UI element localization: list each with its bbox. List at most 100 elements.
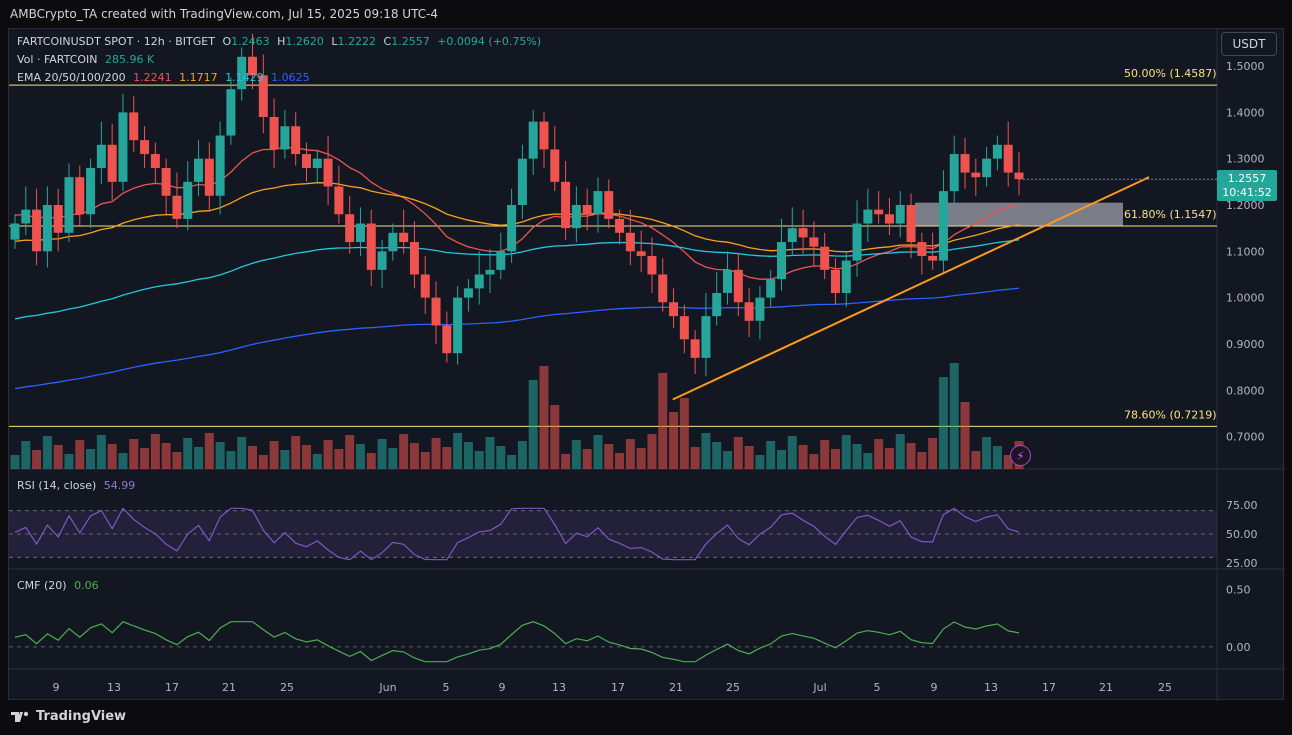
candle-body bbox=[258, 75, 268, 117]
volume-bar bbox=[992, 446, 1002, 469]
volume-bar bbox=[107, 444, 117, 469]
volume-bar bbox=[874, 439, 884, 469]
tradingview-logo-icon bbox=[11, 711, 29, 722]
volume-label[interactable]: Vol · FARTCOIN bbox=[17, 53, 98, 66]
candle-body bbox=[301, 154, 311, 168]
last-price-tag: 1.2557 10:41:52 bbox=[1217, 170, 1277, 201]
chart-frame[interactable]: 1.5000 1.4000 1.3000 1.2000 1.1000 1.0000 0.90… bbox=[8, 28, 1285, 701]
candle-body bbox=[809, 237, 819, 247]
volume-bar bbox=[830, 449, 840, 469]
candle-body bbox=[463, 288, 473, 298]
fib-label: 78.60% (0.7219) bbox=[1124, 408, 1217, 421]
currency-button[interactable]: USDT bbox=[1221, 32, 1277, 56]
candle-body bbox=[561, 181, 571, 229]
candle-body bbox=[766, 279, 776, 298]
price-axis-label: 0.9000 bbox=[1226, 338, 1265, 351]
volume-bar bbox=[399, 434, 409, 469]
bar-countdown: 10:41:52 bbox=[1222, 186, 1272, 199]
low-value: 1.2222 bbox=[337, 35, 377, 48]
candle-body bbox=[431, 297, 441, 326]
volume-bar bbox=[301, 445, 311, 469]
volume-bar bbox=[161, 443, 171, 469]
volume-bar bbox=[550, 405, 560, 469]
volume-bar bbox=[798, 445, 808, 469]
rsi-label[interactable]: RSI (14, close) bbox=[17, 479, 97, 492]
volume-bar bbox=[420, 452, 430, 469]
candle-body bbox=[237, 56, 247, 90]
candle-body bbox=[10, 223, 20, 240]
high-value: 1.2620 bbox=[285, 35, 324, 48]
candle-body bbox=[690, 339, 700, 358]
volume-bar bbox=[604, 444, 614, 469]
candle-body bbox=[647, 255, 657, 275]
ema-label[interactable]: EMA 20/50/100/200 bbox=[17, 71, 126, 84]
candle-body bbox=[971, 172, 981, 178]
volume-bar bbox=[474, 451, 484, 469]
price-axis-label: 1.3000 bbox=[1226, 153, 1265, 166]
price-axis-label: 1.4000 bbox=[1226, 106, 1265, 119]
volume-bar bbox=[194, 447, 204, 469]
volume-bar bbox=[377, 439, 387, 469]
volume-bar bbox=[140, 448, 150, 469]
candle-body bbox=[75, 177, 85, 215]
candle-body bbox=[528, 121, 538, 159]
candle-body bbox=[744, 302, 754, 321]
volume-bar bbox=[820, 440, 830, 469]
tradingview-logo: TradingView bbox=[10, 709, 126, 724]
rsi-value: 54.99 bbox=[103, 479, 136, 492]
candle-body bbox=[96, 144, 106, 168]
candle-body bbox=[723, 269, 733, 293]
candle-body bbox=[53, 205, 63, 233]
legend-ohlc: FARTCOINUSDT SPOT · 12h · BITGET O1.2463… bbox=[17, 35, 545, 49]
volume-bar bbox=[204, 433, 214, 469]
candle-body bbox=[938, 191, 948, 261]
volume-bar bbox=[42, 436, 52, 469]
candle-body bbox=[474, 274, 484, 289]
volume-bar bbox=[647, 434, 657, 469]
ema50-line bbox=[14, 182, 1020, 253]
symbol-label[interactable]: FARTCOINUSDT SPOT · 12h · BITGET bbox=[17, 35, 215, 48]
volume-bar bbox=[884, 448, 894, 469]
volume-bar bbox=[485, 437, 495, 469]
candle-body bbox=[712, 293, 722, 317]
candle-body bbox=[960, 154, 970, 173]
cmf-label[interactable]: CMF (20) bbox=[17, 579, 67, 592]
volume-bar bbox=[960, 402, 970, 469]
candle-body bbox=[194, 158, 204, 182]
change-value: +0.0094 (+0.75%) bbox=[437, 35, 542, 48]
volume-bar bbox=[258, 455, 268, 469]
ema20-value: 1.2241 bbox=[133, 71, 172, 84]
volume-bar bbox=[507, 455, 517, 469]
volume-bar bbox=[593, 435, 603, 469]
last-price: 1.2557 bbox=[1227, 172, 1267, 185]
candle-body bbox=[669, 302, 679, 317]
volume-bar bbox=[669, 412, 679, 469]
volume-bar bbox=[183, 438, 193, 469]
volume-bar bbox=[517, 441, 527, 469]
ema20-line bbox=[14, 146, 1020, 280]
candle-body bbox=[280, 126, 290, 150]
time-axis-label: 13 bbox=[984, 681, 998, 694]
volume-bar bbox=[712, 442, 722, 469]
time-axis-label: 13 bbox=[552, 681, 566, 694]
cmf-value: 0.06 bbox=[74, 579, 99, 592]
candle-body bbox=[86, 167, 96, 215]
price-axis-label: 1.5000 bbox=[1226, 60, 1265, 73]
volume-bar bbox=[172, 452, 182, 469]
alert-bolt-icon[interactable]: ⚡ bbox=[1010, 445, 1031, 466]
legend-rsi: RSI (14, close) 54.99 bbox=[17, 479, 139, 493]
volume-bar bbox=[755, 455, 765, 469]
candle-body bbox=[485, 269, 495, 275]
rsi-axis-label: 75.00 bbox=[1226, 499, 1258, 512]
candle-body bbox=[496, 251, 506, 270]
candle-body bbox=[291, 126, 301, 155]
candle-body bbox=[442, 325, 452, 354]
volume-bar bbox=[917, 452, 927, 469]
ascending-trendline bbox=[672, 176, 1150, 401]
chart-canvas[interactable]: 1.5000 1.4000 1.3000 1.2000 1.1000 1.0000 0.90… bbox=[9, 29, 1285, 701]
candle-body bbox=[841, 260, 851, 293]
time-axis-label: 25 bbox=[726, 681, 740, 694]
candle-body bbox=[798, 228, 808, 238]
close-value: 1.2557 bbox=[391, 35, 430, 48]
volume-bar bbox=[561, 454, 571, 469]
